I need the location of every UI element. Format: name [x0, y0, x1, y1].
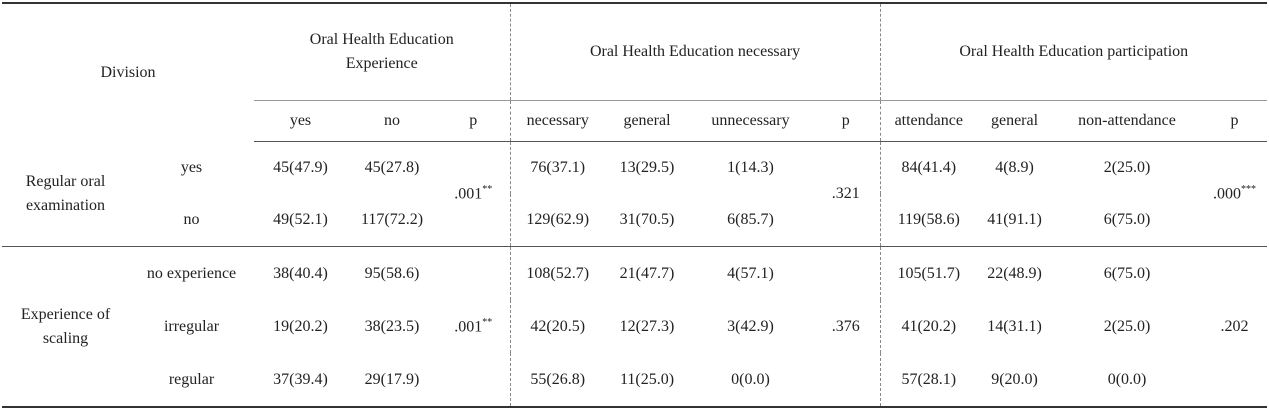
- data-cell: 41(91.1): [987, 211, 1042, 228]
- p-value-cell: .321: [812, 142, 880, 247]
- data-row: regular 37(39.4) 29(17.9) 55(26.8) 11(25.0) 0…: [2, 353, 1267, 407]
- p-value-cell: .001**: [437, 142, 510, 247]
- data-cell: 13(29.5): [619, 159, 675, 176]
- column-header: non-attendance: [1052, 100, 1203, 142]
- data-cell: 45(27.8): [364, 159, 420, 176]
- p-value: .376: [831, 317, 860, 335]
- data-cell: 38(23.5): [364, 317, 420, 335]
- data-cell: 22(48.9): [977, 246, 1053, 300]
- data-row: no 49(52.1) 117(72.2) 129(62.9) 31(70.5) 6(85…: [2, 194, 1267, 247]
- column-header: unnecessary: [689, 100, 812, 142]
- data-cell: 0(0.0): [731, 370, 770, 388]
- column-header: attendance: [879, 100, 978, 142]
- p-value-cell: .202: [1202, 246, 1268, 407]
- data-cell: 108(52.7): [509, 246, 605, 300]
- row-label: irregular: [163, 317, 220, 335]
- data-cell: 1(14.3): [727, 159, 774, 176]
- data-cell: 95(58.6): [347, 246, 437, 300]
- data-cell: 12(27.3): [619, 317, 675, 335]
- table-body: Division Oral Health Education Experience…: [2, 3, 1268, 407]
- group-header: Oral Health Education necessary: [509, 3, 881, 101]
- data-cell: 6(75.0): [1103, 211, 1151, 228]
- data-cell: 37(39.4): [273, 370, 328, 388]
- column-header: necessary: [509, 100, 605, 142]
- data-cell: 11(25.0): [619, 370, 675, 388]
- data-cell: 6(85.7): [727, 211, 774, 228]
- data-cell: 84(41.4): [879, 141, 978, 194]
- p-value: .202: [1220, 317, 1249, 335]
- data-cell: 105(51.7): [879, 246, 978, 300]
- column-header: yes: [254, 100, 347, 142]
- header-row: Division Oral Health Education Experience…: [2, 3, 1268, 101]
- p-value: .321: [831, 185, 860, 202]
- significance: **: [482, 316, 493, 328]
- column-header: general: [605, 100, 689, 142]
- group-header: Oral Health Education Experience: [309, 31, 454, 72]
- data-cell: 129(62.9): [509, 194, 605, 247]
- row-label: yes: [180, 158, 203, 176]
- column-header: no: [347, 100, 437, 142]
- row-label: no: [183, 211, 200, 228]
- data-cell: 4(57.1): [689, 246, 812, 300]
- group-header: Oral Health Education participation: [879, 3, 1268, 101]
- data-cell: 9(20.0): [991, 370, 1038, 388]
- section-label: Regular oral examination: [25, 172, 106, 214]
- data-cell: 41(20.2): [879, 300, 978, 353]
- data-cell: 76(37.1): [509, 141, 605, 194]
- data-cell: 55(26.8): [509, 353, 605, 407]
- significance: **: [482, 184, 493, 196]
- column-header: p: [1202, 100, 1268, 142]
- data-cell: 2(25.0): [1103, 159, 1151, 176]
- column-header: p: [812, 100, 881, 142]
- column-header: general: [977, 100, 1053, 142]
- data-cell: 0(0.0): [1107, 370, 1147, 388]
- p-value-cell: .376: [812, 246, 881, 407]
- data-cell: 19(20.2): [273, 317, 328, 335]
- data-cell: 57(28.1): [879, 353, 978, 407]
- data-cell: 6(75.0): [1052, 246, 1203, 300]
- data-cell: 3(42.9): [727, 317, 774, 335]
- data-cell: 117(72.2): [360, 211, 424, 228]
- data-cell: 4(8.9): [995, 159, 1034, 176]
- p-value-cell: .000***: [1202, 142, 1267, 247]
- division-header: Division: [100, 63, 156, 81]
- row-label: no experience: [129, 246, 254, 300]
- p-value: .001: [454, 185, 483, 203]
- data-cell: 21(47.7): [605, 246, 689, 300]
- column-header: p: [437, 100, 510, 142]
- p-value: .001: [454, 318, 483, 336]
- data-cell: 14(31.1): [987, 317, 1042, 335]
- significance: ***: [1241, 184, 1257, 196]
- data-cell: 42(20.5): [509, 300, 605, 353]
- data-row: irregular 19(20.2) 38(23.5) 42(20.5) 12(27.3…: [2, 300, 1267, 353]
- row-label: regular: [168, 370, 215, 388]
- data-row: Experience of scaling no experience 38(40.…: [2, 246, 1268, 407]
- data-cell: 29(17.9): [364, 370, 420, 388]
- section-label: Experience of scaling: [2, 246, 129, 407]
- data-cell: 119(58.6): [879, 194, 978, 247]
- data-cell: 38(40.4): [254, 246, 347, 300]
- p-value: .000: [1213, 185, 1242, 203]
- data-cell: 2(25.0): [1103, 317, 1151, 335]
- data-cell: 31(70.5): [619, 211, 675, 228]
- p-value-cell: .001**: [437, 246, 510, 407]
- data-cell: 45(47.9): [273, 159, 328, 176]
- data-cell: 49(52.1): [273, 211, 328, 228]
- header-row: yes no p necessary general unnecessary p attend…: [2, 100, 1268, 142]
- data-row: Regular oral examination yes 45(47.9) 45(27…: [2, 141, 1267, 214]
